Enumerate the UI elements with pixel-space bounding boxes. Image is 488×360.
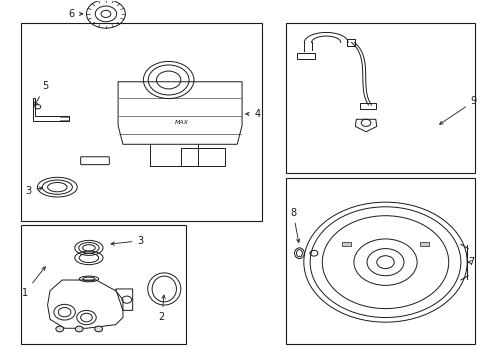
Bar	[21, 225, 186, 344]
Text: 3: 3	[25, 186, 42, 196]
Text: 5: 5	[35, 81, 48, 105]
Bar	[285, 178, 474, 344]
Text: 7: 7	[467, 257, 473, 267]
Bar	[419, 242, 428, 246]
Text: 3: 3	[111, 236, 143, 246]
Bar	[285, 23, 474, 173]
Circle shape	[56, 326, 63, 332]
Bar	[341, 242, 351, 246]
Text: 1: 1	[22, 267, 45, 297]
Text: 9: 9	[439, 96, 476, 124]
Text: 6: 6	[68, 9, 82, 19]
Text: 4: 4	[245, 109, 260, 119]
Circle shape	[75, 326, 83, 332]
Circle shape	[95, 326, 102, 332]
Text: 8: 8	[289, 207, 299, 242]
Bar	[21, 23, 261, 221]
Text: 2: 2	[159, 295, 165, 322]
Text: MAX: MAX	[174, 120, 188, 125]
